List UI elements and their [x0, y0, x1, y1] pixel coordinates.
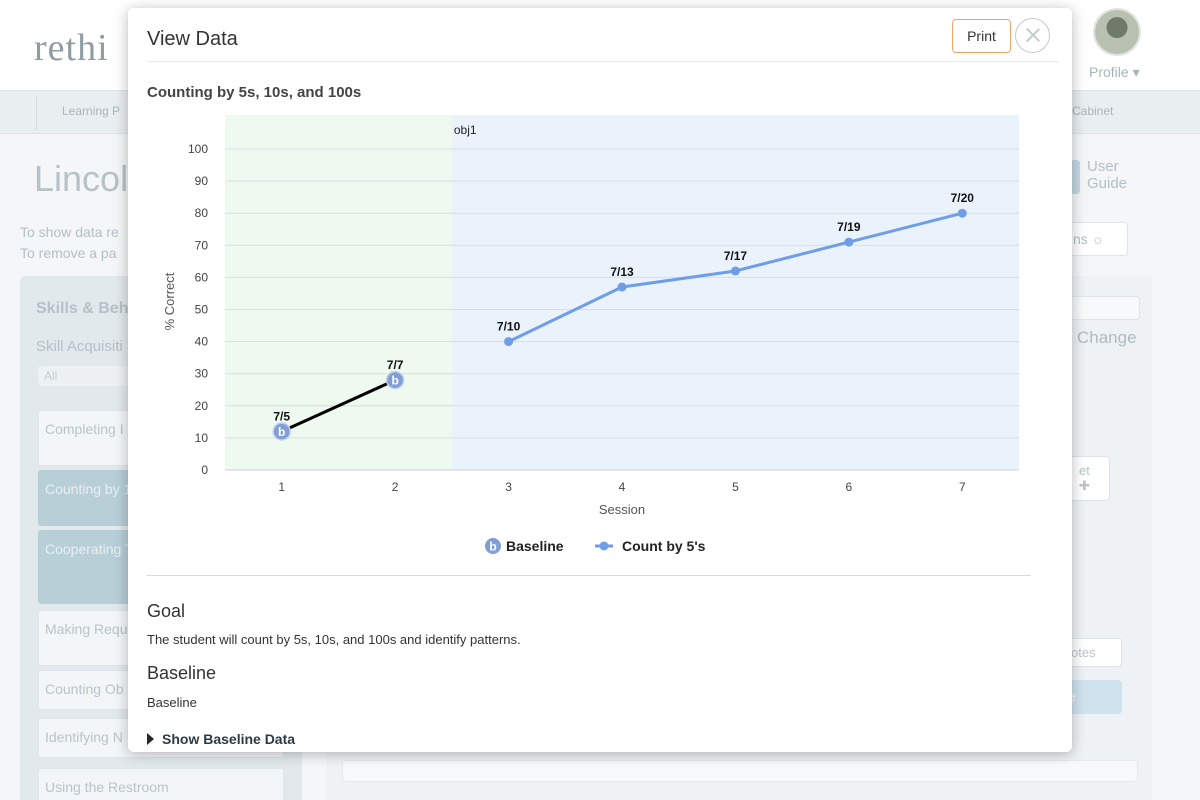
- goal-text: The student will count by 5s, 10s, and 1…: [147, 632, 521, 647]
- legend-marker-glyph: b: [489, 540, 496, 554]
- show-baseline-toggle[interactable]: Show Baseline Data: [147, 731, 295, 747]
- profile-avatar[interactable]: [1093, 8, 1141, 56]
- y-axis-title: % Correct: [162, 272, 177, 330]
- x-tick-label: 5: [732, 480, 739, 494]
- data-label: 7/7: [387, 358, 404, 372]
- y-tick-label: 30: [195, 367, 209, 381]
- nav-divider: [36, 96, 37, 130]
- baseline-heading: Baseline: [147, 663, 217, 683]
- y-tick-label: 60: [195, 270, 209, 284]
- hint-text: To remove a pa: [20, 245, 117, 261]
- x-tick-label: 3: [505, 480, 512, 494]
- change-label[interactable]: Change: [1077, 328, 1137, 347]
- y-tick-label: 10: [195, 431, 209, 445]
- y-tick-label: 70: [195, 238, 209, 252]
- baseline-marker-glyph: b: [391, 374, 398, 388]
- legend-label: Count by 5's: [622, 538, 706, 554]
- data-label: 7/19: [837, 220, 861, 234]
- page-title: Lincol: [34, 158, 129, 199]
- set-button[interactable]: et ✚: [1070, 456, 1110, 501]
- x-tick-label: 7: [959, 480, 966, 494]
- data-point: [730, 266, 740, 276]
- gridlines: [225, 148, 1019, 471]
- nav-item-cabinet[interactable]: Cabinet: [1072, 104, 1114, 118]
- phase-band: [225, 115, 452, 470]
- legend-label: Baseline: [506, 538, 564, 554]
- panel-box: [1068, 296, 1140, 320]
- data-point: [617, 282, 627, 292]
- data-label: 7/17: [724, 249, 748, 263]
- caret-right-icon: [147, 733, 154, 745]
- sidebar-title: Skills & Beh: [36, 300, 129, 317]
- axes: 0 10 20 30 40 50 60 70 80 90 100 1 2 3 4 5 6 7 Session % Co…: [162, 142, 966, 517]
- user-guide-link[interactable]: User Guide: [1087, 158, 1128, 192]
- chart-title: Counting by 5s, 10s, and 100s: [147, 84, 362, 101]
- hint-text: To show data re: [20, 224, 119, 240]
- y-tick-label: 100: [188, 142, 208, 156]
- sidebar-subtitle: Skill Acquisiti: [36, 338, 123, 355]
- legend: b Baseline Count by 5's: [485, 538, 706, 554]
- notes-button[interactable]: otes: [1062, 638, 1122, 667]
- phase-band: [451, 115, 1019, 470]
- book-icon: [1070, 160, 1080, 194]
- profile-menu[interactable]: Profile ▾: [1089, 64, 1140, 80]
- legend-marker: [485, 538, 501, 554]
- baseline-text: Baseline: [147, 695, 197, 710]
- data-label: 7/5: [273, 409, 290, 423]
- x-tick-label: 6: [846, 480, 853, 494]
- goal-heading: Goal: [147, 601, 186, 621]
- baseline-marker: [272, 422, 291, 441]
- divider: [147, 575, 1031, 576]
- series: bb: [272, 208, 967, 441]
- divider: [147, 61, 1059, 62]
- data-label: 7/13: [610, 265, 634, 279]
- data-labels: 7/5 7/7 7/10 7/13 7/17 7/19 7/20: [273, 191, 974, 423]
- save-button[interactable]: e: [1062, 680, 1122, 714]
- progress-chart: obj1 0 10 20 30 40 50 60 70 80 90 100 1 2 3 4 5 6 7 Sessio…: [162, 115, 1019, 554]
- y-tick-label: 0: [201, 463, 208, 477]
- show-baseline-label: Show Baseline Data: [162, 731, 296, 747]
- legend-marker: [599, 541, 609, 551]
- data-point: [504, 337, 514, 347]
- panel-strip: [342, 760, 1138, 782]
- x-tick-label: 1: [278, 480, 285, 494]
- phase-label: obj1: [454, 123, 477, 137]
- data-point: [844, 237, 854, 247]
- y-tick-label: 50: [195, 303, 209, 317]
- view-data-modal: View Data Print Counting by 5s, 10s, and…: [128, 8, 1072, 752]
- y-tick-label: 40: [195, 335, 209, 349]
- data-point: [957, 208, 967, 218]
- phase-bands: obj1: [225, 115, 1019, 470]
- nav-item-learning[interactable]: Learning P: [62, 104, 121, 118]
- y-tick-label: 20: [195, 399, 209, 413]
- app-logo[interactable]: rethi: [34, 27, 109, 69]
- skill-item[interactable]: Using the Restroom: [38, 768, 284, 800]
- series-line: [281, 378, 396, 433]
- data-label: 7/10: [497, 320, 521, 334]
- y-tick-label: 90: [195, 174, 209, 188]
- close-icon[interactable]: [1015, 18, 1050, 53]
- baseline-marker: [385, 370, 405, 390]
- x-tick-label: 2: [392, 480, 399, 494]
- data-label: 7/20: [951, 191, 975, 205]
- print-button[interactable]: Print: [952, 19, 1011, 53]
- x-axis-title: Session: [599, 502, 645, 517]
- baseline-marker-glyph: b: [278, 425, 285, 439]
- x-tick-label: 4: [619, 480, 626, 494]
- modal-title: View Data: [147, 28, 238, 50]
- y-tick-label: 80: [195, 206, 209, 220]
